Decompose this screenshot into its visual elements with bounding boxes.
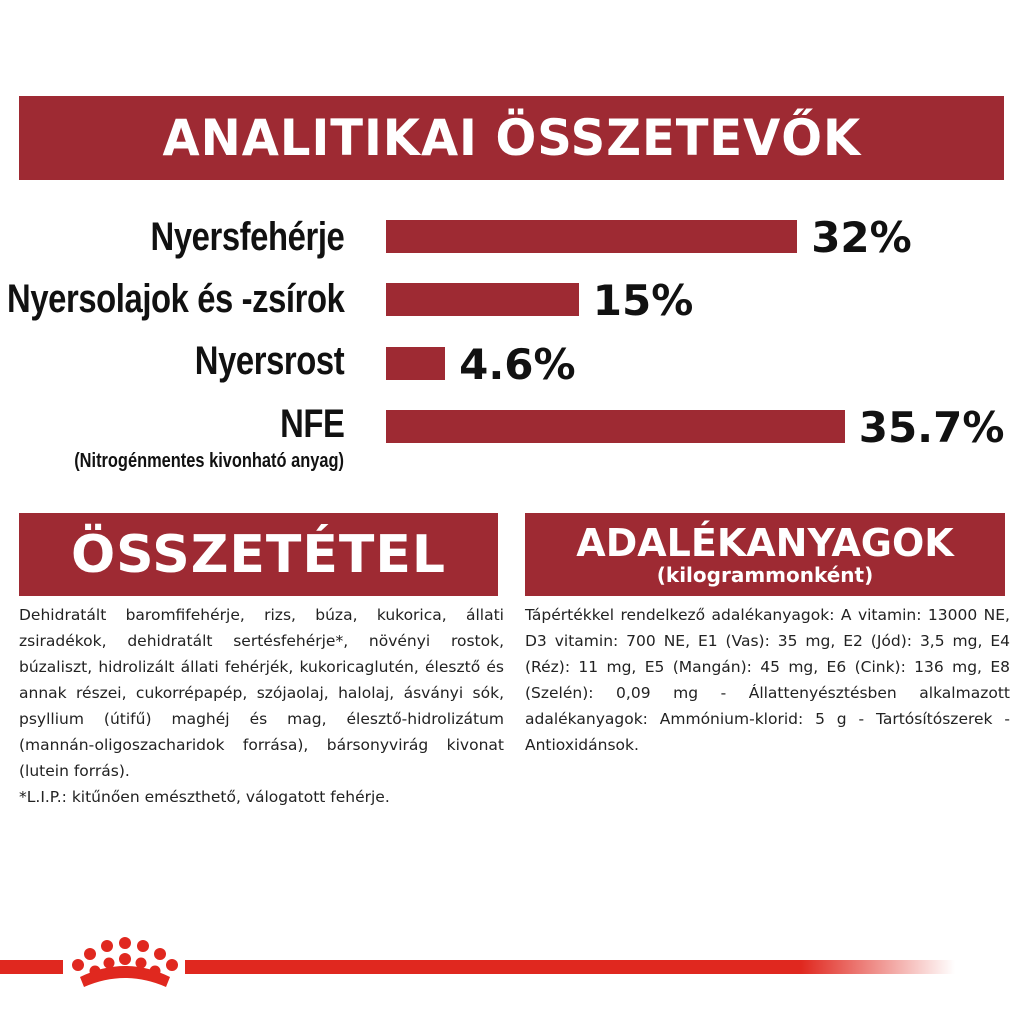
- row-label-fat: Nyersolajok és -zsírok: [6, 277, 345, 321]
- analytics-chart: Nyersfehérje 32% Nyersolajok és -zsírok …: [0, 200, 1024, 490]
- value-fat: 15%: [592, 276, 694, 325]
- composition-text-block: Dehidratált baromfifehérje, rizs, búza, …: [19, 602, 504, 810]
- bar-protein: [386, 220, 798, 253]
- title-banner: ANALITIKAI ÖSSZETEVŐK: [19, 96, 1004, 180]
- row-label-protein: Nyersfehérje: [150, 215, 344, 259]
- bar-nfe: [386, 410, 845, 443]
- bar-fat: [386, 283, 579, 316]
- additives-subtitle: (kilogrammonként): [656, 562, 874, 587]
- composition-text: Dehidratált baromfifehérje, rizs, búza, …: [19, 606, 504, 780]
- composition-title: ÖSSZETÉTEL: [70, 524, 447, 585]
- crown-logo-icon: [72, 937, 178, 987]
- value-protein: 32%: [811, 213, 912, 262]
- row-label-nfe: NFE: [279, 402, 345, 446]
- composition-footnote: *L.I.P.: kitűnően emészthető, válogatott…: [19, 788, 390, 806]
- row-sublabel-nfe: (Nitrogénmentes kivonható anyag): [74, 450, 344, 472]
- additives-text: Tápértékkel rendelkező adalékanyagok: A …: [525, 606, 1010, 754]
- additives-banner: ADALÉKANYAGOK (kilogrammonként): [525, 513, 1005, 596]
- page-title: ANALITIKAI ÖSSZETEVŐK: [162, 109, 861, 167]
- composition-banner: ÖSSZETÉTEL: [19, 513, 498, 596]
- row-label-fiber: Nyersrost: [194, 339, 345, 383]
- value-fiber: 4.6%: [459, 340, 576, 389]
- value-nfe: 35.7%: [858, 403, 1005, 452]
- additives-text-block: Tápértékkel rendelkező adalékanyagok: A …: [525, 602, 1010, 758]
- footer-line-left: [0, 960, 63, 974]
- bar-fiber: [386, 347, 446, 380]
- footer-line-right: [185, 960, 955, 974]
- additives-title: ADALÉKANYAGOK: [576, 520, 954, 565]
